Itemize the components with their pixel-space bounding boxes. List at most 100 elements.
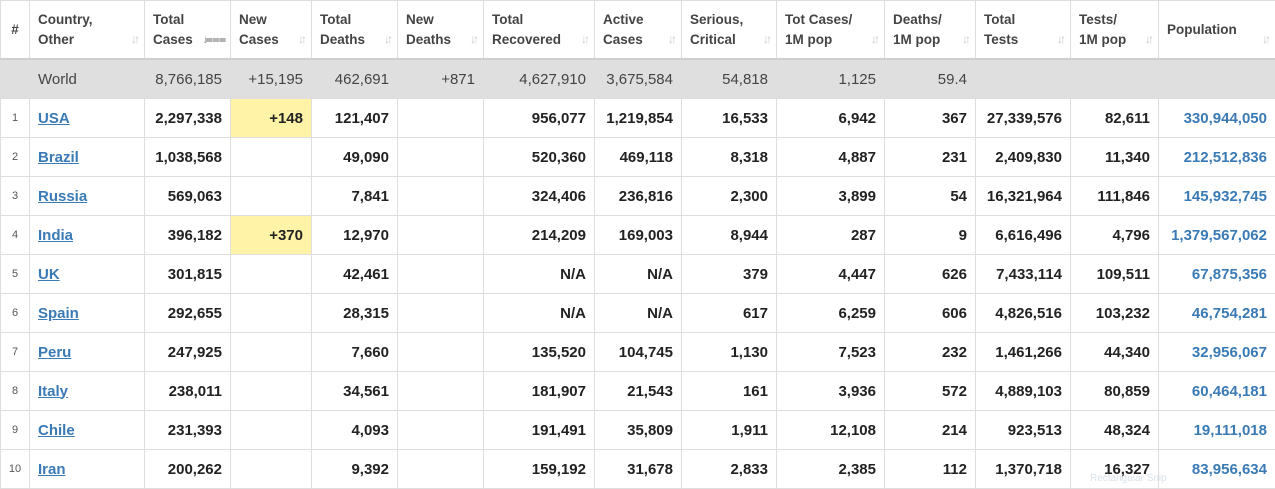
header-tests-per-1m[interactable]: Tests/ 1M pop ↓↑ — [1070, 0, 1159, 60]
cell-new-cases — [230, 449, 312, 489]
header-serious-critical[interactable]: Serious, Critical ↓↑ — [681, 0, 777, 60]
country-link[interactable]: Brazil — [38, 148, 79, 166]
cell-cases-per-1m: 3,936 — [776, 371, 885, 411]
cell-population: 1,379,567,062 — [1158, 215, 1275, 255]
cell-total-tests: 4,889,103 — [975, 371, 1071, 411]
cell-active-cases: 31,678 — [594, 449, 682, 489]
row-country-cell: USA — [29, 98, 145, 138]
country-link[interactable]: Russia — [38, 187, 88, 205]
sort-icon: ↓↑ — [871, 32, 880, 46]
table-row: 1 USA 2,297,338 +148 121,407 956,077 1,219,854… — [0, 98, 1275, 138]
header-country[interactable]: Country, Other ↓↑ — [29, 0, 145, 60]
header-cases-per-1m[interactable]: Tot Cases/ 1M pop ↓↑ — [776, 0, 885, 60]
cell-new-cases — [230, 137, 312, 177]
country-link[interactable]: Spain — [38, 304, 79, 322]
header-total-recovered[interactable]: Total Recovered ↓↑ — [483, 0, 595, 60]
cell-total-deaths: 121,407 — [311, 98, 398, 138]
cell-population: 330,944,050 — [1158, 98, 1275, 138]
world-total-tests — [975, 58, 1071, 99]
row-rank: 10 — [0, 449, 30, 489]
world-total-cases: 8,766,185 — [144, 58, 231, 99]
header-deaths-per-1m[interactable]: Deaths/ 1M pop ↓↑ — [884, 0, 976, 60]
row-rank: 4 — [0, 215, 30, 255]
header-active-cases[interactable]: Active Cases ↓↑ — [594, 0, 682, 60]
country-link[interactable]: Italy — [38, 382, 69, 400]
world-cases-per-1m: 1,125 — [776, 58, 885, 99]
cell-total-cases: 247,925 — [144, 332, 231, 372]
cell-active-cases: 236,816 — [594, 176, 682, 216]
cell-population: 83,956,634 — [1158, 449, 1275, 489]
cell-deaths-per-1m: 606 — [884, 293, 976, 333]
sort-icon: ↓↑ — [384, 32, 393, 46]
cell-total-cases: 396,182 — [144, 215, 231, 255]
cell-total-recovered: N/A — [483, 254, 595, 294]
cell-serious-critical: 2,300 — [681, 176, 777, 216]
table-row: 7 Peru 247,925 7,660 135,520 104,745 1,130 7,52… — [0, 332, 1275, 372]
cell-new-cases — [230, 410, 312, 450]
cell-serious-critical: 379 — [681, 254, 777, 294]
row-country-cell: Chile — [29, 410, 145, 450]
cell-new-deaths — [397, 332, 484, 372]
cell-cases-per-1m: 12,108 — [776, 410, 885, 450]
cell-total-deaths: 12,970 — [311, 215, 398, 255]
cell-tests-per-1m: 103,232 — [1070, 293, 1159, 333]
header-population[interactable]: Population ↓↑ — [1158, 0, 1275, 60]
cell-total-deaths: 4,093 — [311, 410, 398, 450]
table-row: 10 Iran 200,262 9,392 159,192 31,678 2,833 2,38… — [0, 449, 1275, 489]
row-rank: 1 — [0, 98, 30, 138]
cell-new-cases: +370 — [230, 215, 312, 255]
header-rank[interactable]: # — [0, 0, 30, 60]
cell-new-deaths — [397, 449, 484, 489]
cell-deaths-per-1m: 626 — [884, 254, 976, 294]
country-link[interactable]: Peru — [38, 343, 72, 361]
cell-tests-per-1m: 80,859 — [1070, 371, 1159, 411]
cell-total-tests: 923,513 — [975, 410, 1071, 450]
row-country-cell: Spain — [29, 293, 145, 333]
header-new-deaths[interactable]: New Deaths ↓↑ — [397, 0, 484, 60]
cell-cases-per-1m: 3,899 — [776, 176, 885, 216]
cell-total-deaths: 28,315 — [311, 293, 398, 333]
row-country-cell: Russia — [29, 176, 145, 216]
sort-icon: ↓↑ — [298, 32, 307, 46]
sort-icon: ↓↑ — [470, 32, 479, 46]
cell-total-tests: 1,370,718 — [975, 449, 1071, 489]
sort-icon: ↓↑ — [668, 32, 677, 46]
cell-deaths-per-1m: 9 — [884, 215, 976, 255]
country-link[interactable]: India — [38, 226, 74, 244]
world-active-cases: 3,675,584 — [594, 58, 682, 99]
row-rank: 8 — [0, 371, 30, 411]
country-link[interactable]: Chile — [38, 421, 75, 439]
cell-new-deaths — [397, 215, 484, 255]
header-new-cases[interactable]: New Cases ↓↑ — [230, 0, 312, 60]
header-total-tests[interactable]: Total Tests ↓↑ — [975, 0, 1071, 60]
cell-tests-per-1m: 11,340 — [1070, 137, 1159, 177]
header-total-cases[interactable]: Total Cases ↓⩶ — [144, 0, 231, 60]
country-link[interactable]: UK — [38, 265, 60, 283]
cell-tests-per-1m: 109,511 — [1070, 254, 1159, 294]
cell-total-deaths: 42,461 — [311, 254, 398, 294]
cell-serious-critical: 16,533 — [681, 98, 777, 138]
cell-total-recovered: 324,406 — [483, 176, 595, 216]
cell-active-cases: 1,219,854 — [594, 98, 682, 138]
header-total-deaths[interactable]: Total Deaths ↓↑ — [311, 0, 398, 60]
country-link[interactable]: Iran — [38, 460, 66, 478]
cell-deaths-per-1m: 54 — [884, 176, 976, 216]
cell-total-tests: 2,409,830 — [975, 137, 1071, 177]
cell-total-tests: 1,461,266 — [975, 332, 1071, 372]
cell-total-recovered: N/A — [483, 293, 595, 333]
world-new-cases: +15,195 — [230, 58, 312, 99]
country-link[interactable]: USA — [38, 109, 70, 127]
world-serious: 54,818 — [681, 58, 777, 99]
cell-new-deaths — [397, 137, 484, 177]
cell-tests-per-1m: 48,324 — [1070, 410, 1159, 450]
cell-new-deaths — [397, 293, 484, 333]
cell-total-deaths: 7,660 — [311, 332, 398, 372]
table-row: 6 Spain 292,655 28,315 N/A N/A 617 6,259 606 4,82… — [0, 293, 1275, 333]
world-rank — [0, 58, 30, 99]
world-new-deaths: +871 — [397, 58, 484, 99]
cell-total-cases: 301,815 — [144, 254, 231, 294]
cell-total-cases: 200,262 — [144, 449, 231, 489]
cell-active-cases: N/A — [594, 254, 682, 294]
world-tests-per-1m — [1070, 58, 1159, 99]
